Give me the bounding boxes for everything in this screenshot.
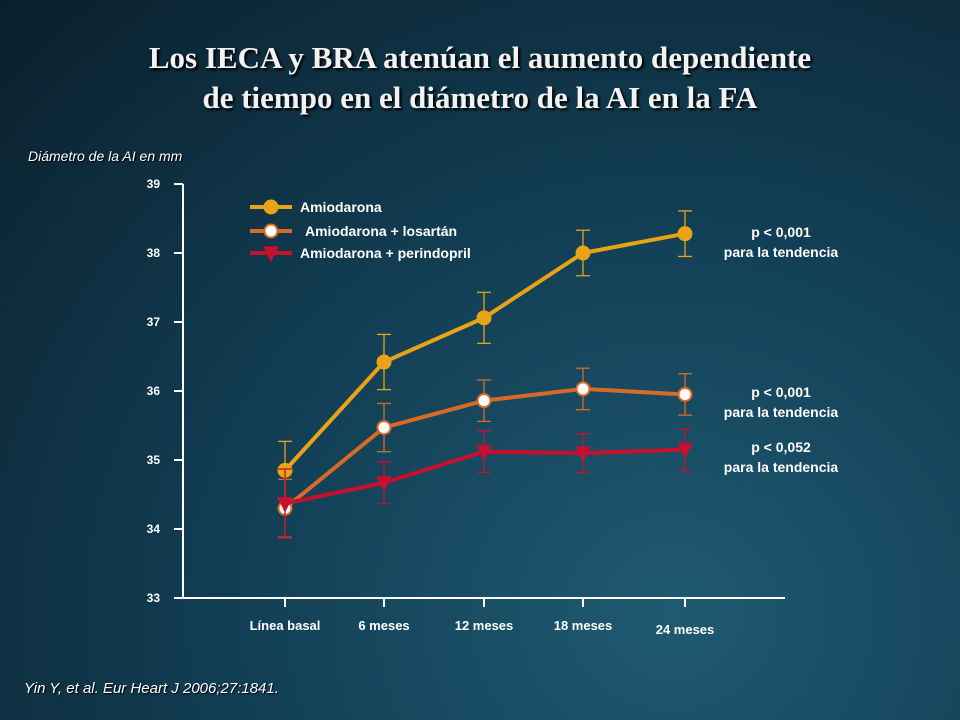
legend-label: Amiodarona bbox=[300, 199, 382, 215]
y-tick-label: 36 bbox=[147, 384, 161, 398]
legend-marker bbox=[263, 199, 279, 215]
trend-annotation: para la tendencia bbox=[724, 404, 839, 420]
y-tick-label: 39 bbox=[147, 177, 161, 191]
x-tick-label: 18 meses bbox=[554, 618, 613, 633]
title-line-2: de tiempo en el diámetro de la AI en la … bbox=[202, 80, 758, 115]
y-tick-label: 33 bbox=[147, 591, 161, 605]
data-point bbox=[277, 496, 293, 513]
citation: Yin Y, et al. Eur Heart J 2006;27:1841. bbox=[24, 680, 279, 697]
data-point bbox=[575, 381, 591, 397]
x-tick-label: Línea basal bbox=[250, 618, 321, 633]
data-point bbox=[376, 354, 392, 370]
data-point bbox=[376, 420, 392, 436]
legend-marker bbox=[263, 223, 279, 239]
y-tick-label: 38 bbox=[147, 246, 161, 260]
trend-annotation: para la tendencia bbox=[724, 459, 839, 475]
series-2 bbox=[277, 367, 693, 538]
y-tick-label: 35 bbox=[147, 453, 161, 467]
series-1 bbox=[277, 210, 693, 500]
data-point bbox=[677, 226, 693, 242]
trend-annotation: p < 0,001 bbox=[751, 224, 811, 240]
legend-label: Amiodarona + perindopril bbox=[300, 245, 471, 261]
x-tick-label: 12 meses bbox=[455, 618, 514, 633]
series-3 bbox=[277, 428, 693, 539]
y-tick-label: 37 bbox=[147, 315, 161, 329]
series-line bbox=[283, 231, 686, 472]
y-axis-label: Diámetro de la AI en mm bbox=[28, 148, 183, 164]
data-point bbox=[575, 245, 591, 261]
data-point bbox=[376, 476, 392, 492]
chart-series bbox=[277, 210, 693, 539]
trend-annotation: p < 0,001 bbox=[751, 384, 811, 400]
data-point bbox=[575, 446, 591, 463]
data-point bbox=[677, 443, 693, 459]
slide-title: Los IECA y BRA atenúan el aumento depend… bbox=[0, 38, 960, 118]
data-point bbox=[476, 310, 492, 326]
chart-legend: Amiodarona Amiodarona + losartán Amiodaron… bbox=[250, 199, 471, 263]
x-tick-label: 6 meses bbox=[358, 618, 409, 633]
data-point bbox=[677, 386, 693, 402]
x-tick-label: 24 meses bbox=[656, 622, 715, 637]
chart-annotations: p < 0,001 para la tendencia p < 0,001 para … bbox=[724, 224, 839, 475]
data-point bbox=[476, 393, 492, 409]
trend-annotation: para la tendencia bbox=[724, 244, 839, 260]
title-line-1: Los IECA y BRA atenúan el aumento depend… bbox=[148, 40, 812, 75]
legend-marker bbox=[263, 246, 279, 263]
trend-annotation: p < 0,052 bbox=[751, 439, 811, 455]
legend-label: Amiodarona + losartán bbox=[305, 223, 457, 239]
y-tick-label: 34 bbox=[147, 522, 161, 536]
chart-axes: 33 34 35 36 37 38 39 Línea basal 6 meses 12 meses… bbox=[147, 177, 785, 637]
data-point bbox=[476, 445, 492, 461]
